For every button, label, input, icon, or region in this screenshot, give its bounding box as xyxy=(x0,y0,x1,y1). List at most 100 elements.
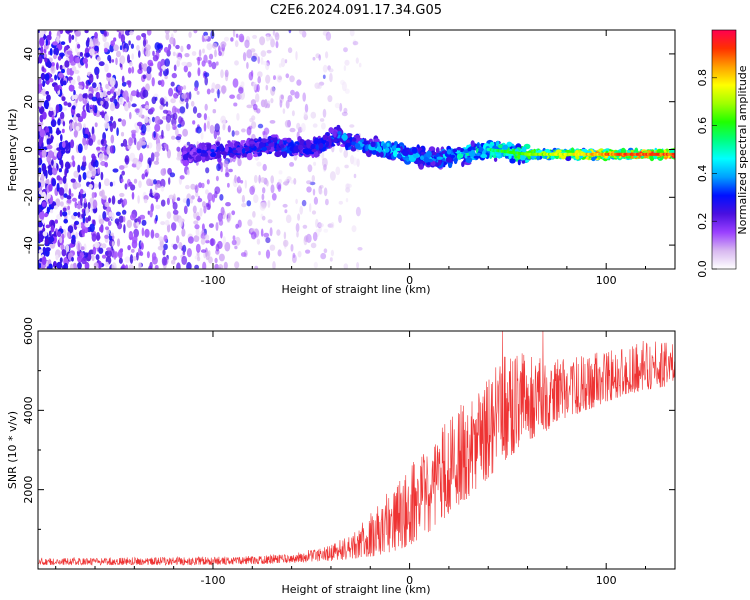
noise-speckle xyxy=(231,210,236,216)
noise-speckle xyxy=(253,174,258,184)
noise-speckle xyxy=(269,227,273,237)
noise-speckle xyxy=(146,66,152,74)
noise-speckle xyxy=(64,60,70,68)
noise-speckle xyxy=(82,57,89,64)
noise-speckle xyxy=(164,219,170,226)
noise-speckle xyxy=(59,201,64,207)
noise-speckle xyxy=(92,104,95,112)
noise-speckle xyxy=(111,241,115,247)
noise-speckle xyxy=(75,231,78,239)
noise-speckle xyxy=(136,221,140,227)
noise-speckle xyxy=(87,215,91,222)
noise-speckle xyxy=(194,80,199,89)
noise-speckle xyxy=(285,73,290,79)
noise-speckle xyxy=(108,197,111,203)
noise-speckle xyxy=(131,53,134,60)
noise-speckle xyxy=(135,91,141,98)
noise-speckle xyxy=(89,223,95,233)
noise-speckle xyxy=(139,63,142,71)
ridge-blob xyxy=(261,146,267,152)
noise-speckle xyxy=(210,30,215,40)
noise-speckle xyxy=(166,223,171,233)
ridge-blob xyxy=(478,146,484,153)
noise-speckle xyxy=(217,88,220,99)
noise-speckle xyxy=(61,128,65,134)
noise-speckle xyxy=(48,184,53,192)
noise-speckle xyxy=(122,138,128,147)
noise-speckle xyxy=(163,168,167,175)
noise-speckle xyxy=(62,211,68,217)
ridge-blob xyxy=(456,146,462,151)
noise-speckle xyxy=(246,49,253,59)
noise-speckle xyxy=(145,44,151,51)
noise-speckle xyxy=(261,215,266,221)
noise-speckle xyxy=(157,61,162,70)
noise-speckle xyxy=(227,125,231,133)
noise-speckle xyxy=(141,173,146,180)
noise-speckle xyxy=(38,85,42,94)
noise-speckle xyxy=(121,75,125,84)
ridge-blob xyxy=(426,158,434,163)
ridge-blob xyxy=(227,142,234,148)
ridge-blob xyxy=(210,148,215,153)
noise-speckle xyxy=(123,90,129,100)
noise-speckle xyxy=(151,77,155,87)
ridge-blob xyxy=(493,157,498,163)
noise-speckle xyxy=(236,176,241,184)
noise-speckle xyxy=(240,252,247,257)
noise-speckle xyxy=(282,239,289,247)
noise-speckle xyxy=(306,186,312,193)
noise-speckle xyxy=(45,224,51,229)
noise-speckle xyxy=(55,254,59,261)
noise-speckle xyxy=(325,198,329,206)
noise-speckle xyxy=(154,123,161,132)
noise-speckle xyxy=(94,122,98,128)
noise-speckle xyxy=(91,254,95,262)
noise-speckle xyxy=(252,211,256,218)
noise-speckle xyxy=(214,263,219,269)
noise-speckle xyxy=(170,81,175,87)
noise-speckle xyxy=(111,262,117,269)
noise-speckle xyxy=(77,143,83,154)
noise-speckle xyxy=(144,172,148,178)
noise-speckle xyxy=(197,256,201,262)
noise-speckle xyxy=(201,182,205,189)
noise-speckle xyxy=(126,219,132,229)
noise-speckle xyxy=(205,239,210,244)
noise-speckle xyxy=(182,244,187,253)
ridge-blob xyxy=(521,160,526,164)
noise-speckle xyxy=(103,47,108,53)
noise-speckle xyxy=(138,50,141,58)
noise-speckle xyxy=(197,67,201,77)
noise-speckle xyxy=(356,158,360,167)
noise-speckle xyxy=(151,252,157,261)
noise-speckle xyxy=(83,133,89,139)
noise-speckle xyxy=(84,30,89,34)
noise-speckle xyxy=(113,37,117,42)
noise-speckle xyxy=(172,112,178,121)
noise-speckle xyxy=(176,146,181,152)
noise-speckle xyxy=(45,169,48,179)
noise-speckle xyxy=(42,231,48,237)
ridge-blob xyxy=(242,140,246,143)
spectrogram-x-tick-label: -100 xyxy=(200,274,225,287)
noise-speckle xyxy=(219,194,224,201)
noise-speckle xyxy=(104,178,110,187)
noise-speckle xyxy=(288,30,292,34)
noise-speckle xyxy=(278,63,282,68)
ridge-blob xyxy=(322,134,328,141)
noise-speckle xyxy=(43,53,48,59)
noise-speckle xyxy=(145,83,150,92)
ridge-blob xyxy=(452,148,458,153)
ridge-blob xyxy=(306,141,311,149)
noise-speckle xyxy=(178,242,183,250)
noise-speckle xyxy=(58,187,65,196)
noise-speckle xyxy=(82,136,87,146)
noise-speckle xyxy=(82,155,87,163)
noise-speckle xyxy=(93,37,96,46)
ridge-blob xyxy=(196,148,202,154)
noise-speckle xyxy=(96,73,99,80)
noise-speckle xyxy=(282,203,288,208)
noise-speckle xyxy=(112,168,119,173)
noise-speckle xyxy=(85,62,88,69)
